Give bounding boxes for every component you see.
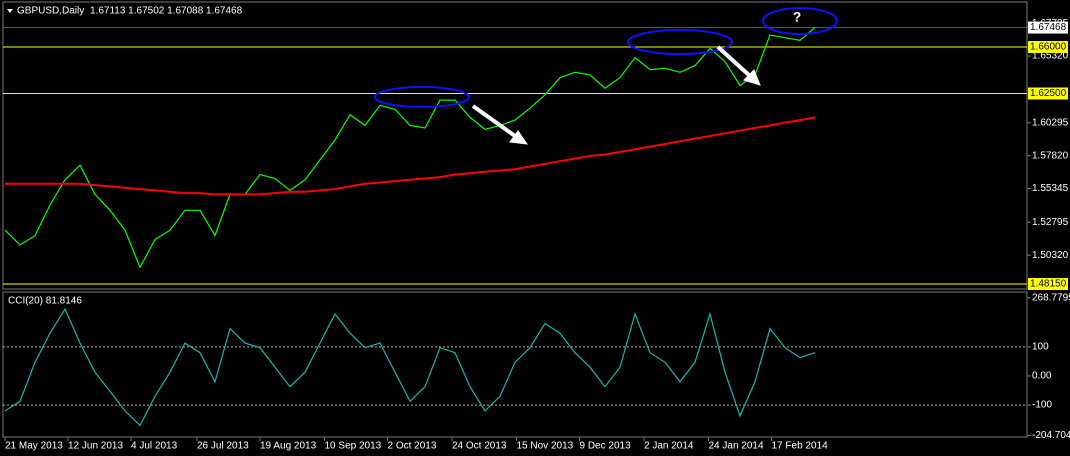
x-tick-label: 9 Dec 2013	[580, 441, 632, 452]
y-tick-label: 0.00	[1032, 371, 1052, 382]
level-text: 1.66000	[1030, 42, 1067, 53]
series-line	[5, 116, 816, 196]
x-tick-label: 24 Oct 2013	[452, 441, 507, 452]
price-label: 1.67468	[1028, 21, 1068, 34]
x-tick-label: 2 Oct 2013	[388, 441, 437, 452]
highlight-ellipse	[627, 29, 733, 55]
level-label: 1.62500	[1028, 87, 1068, 100]
arrow	[471, 104, 517, 138]
y-tick-label: 1.65320	[1032, 51, 1069, 62]
price-text: 1.67468	[1030, 22, 1067, 33]
y-tick-label: 1.60295	[1032, 117, 1069, 128]
arrow	[716, 45, 752, 78]
series-line	[4, 307, 816, 427]
level-label: 1.66000	[1028, 41, 1068, 54]
y-tick-label: 1.55345	[1032, 183, 1069, 194]
y-tick-label: 100	[1032, 341, 1049, 352]
level-text: 1.62500	[1030, 88, 1067, 99]
x-tick-label: 26 Jul 2013	[197, 441, 249, 452]
x-tick-label: 24 Jan 2014	[709, 441, 764, 452]
level-box	[1028, 278, 1068, 291]
annotation: ?	[793, 9, 802, 25]
x-tick-label: 21 May 2013	[5, 441, 63, 452]
x-tick-label: 4 Jul 2013	[131, 441, 178, 452]
x-tick-label: 19 Aug 2013	[260, 441, 317, 452]
level-box	[1028, 41, 1068, 54]
quote: 1.67113 1.67502 1.67088 1.67468	[90, 6, 243, 17]
x-tick-label: 17 Feb 2014	[772, 441, 829, 452]
series-line	[4, 27, 816, 269]
y-tick-label: 1.52795	[1032, 217, 1069, 228]
price-box	[1028, 21, 1068, 34]
y-tick-label: 268.7795	[1032, 292, 1070, 303]
highlight-ellipse	[762, 7, 838, 35]
chart-title: GBPUSD,Daily	[17, 6, 84, 17]
level-text: 1.48150	[1030, 279, 1067, 290]
x-tick-label: 15 Nov 2013	[517, 441, 574, 452]
y-tick-label: 1.57820	[1032, 150, 1069, 161]
plot: 1.677951.653201.602951.578201.553451.527…	[3, 18, 1070, 452]
y-tick-label: -204.7049	[1032, 430, 1070, 441]
level-label: 1.48150	[1028, 278, 1068, 291]
arrow-head	[743, 69, 761, 86]
arrow-head	[509, 130, 529, 145]
x-tick-label: 12 Jun 2013	[68, 441, 123, 452]
price-panel	[2, 1, 1028, 290]
x-tick-label: 10 Sep 2013	[325, 441, 382, 452]
menu-arrow[interactable]	[7, 9, 13, 13]
y-tick-label: -100	[1032, 400, 1052, 411]
cci-panel	[2, 291, 1028, 438]
level-box	[1028, 87, 1068, 100]
y-tick-label: 1.50320	[1032, 250, 1069, 261]
indicator-title: CCI(20) 81.8146	[8, 296, 82, 307]
x-tick-label: 2 Jan 2014	[644, 441, 694, 452]
arrows	[471, 45, 761, 145]
highlight-ellipse	[374, 86, 470, 108]
